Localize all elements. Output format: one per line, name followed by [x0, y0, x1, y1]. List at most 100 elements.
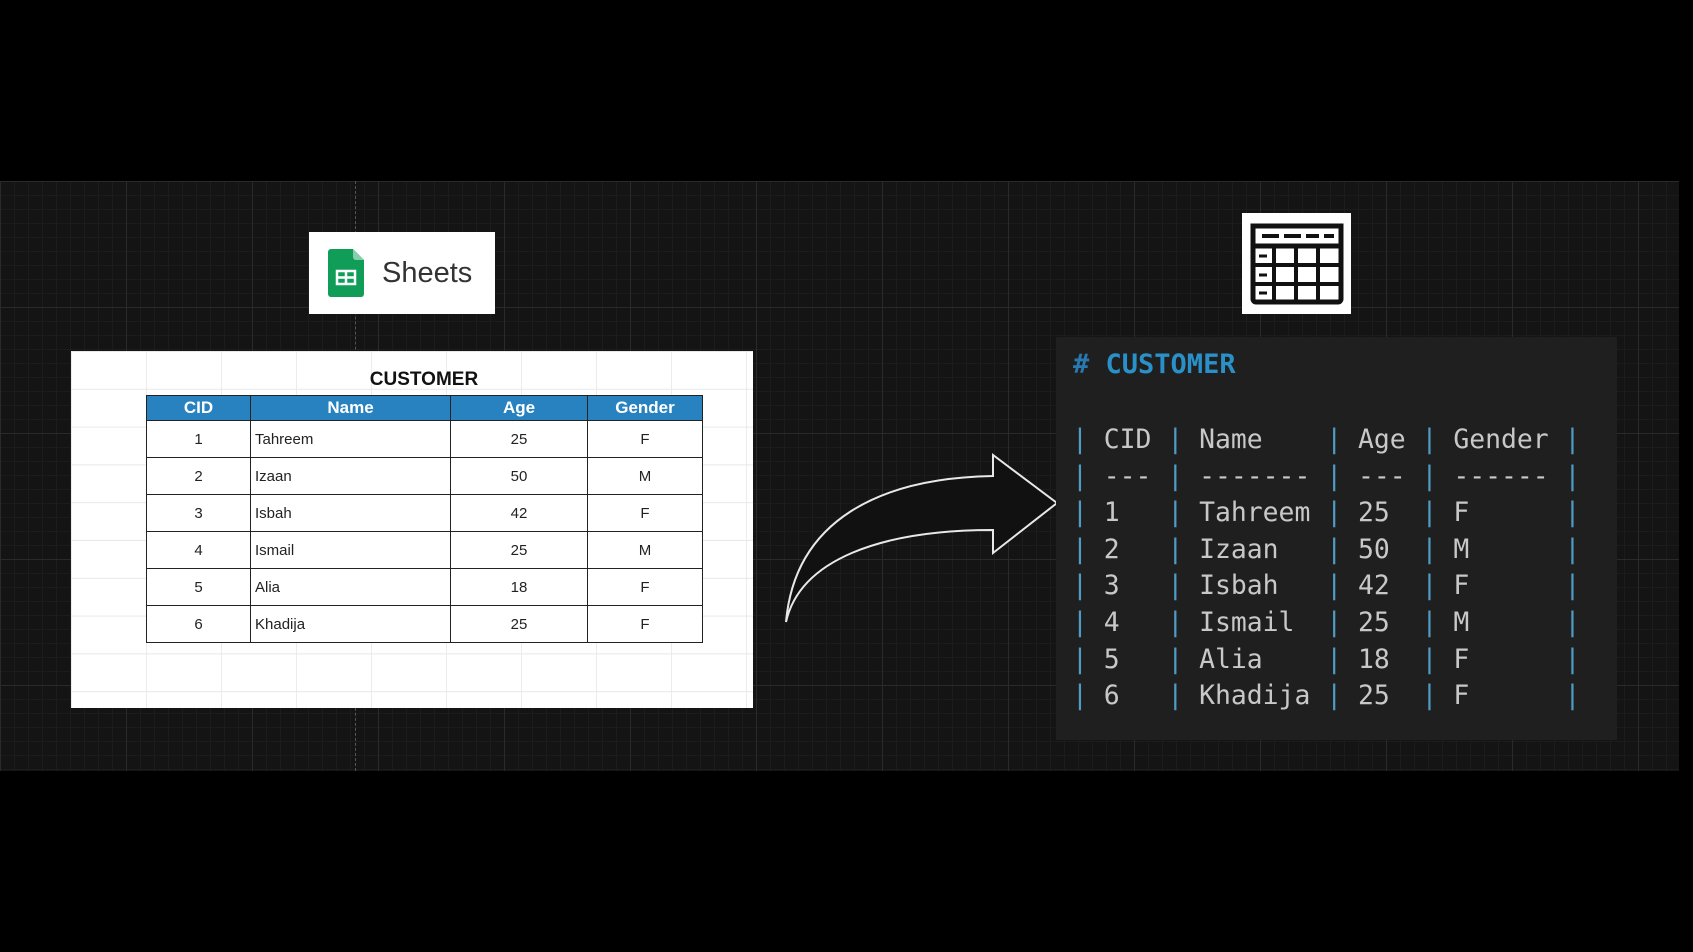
column-header: Age: [450, 395, 588, 421]
markdown-cell: ------: [1453, 460, 1549, 492]
table-cell: 25: [450, 531, 588, 569]
table-cell: Khadija: [250, 605, 451, 643]
pipe: |: [1405, 570, 1454, 602]
table-cell: 18: [450, 568, 588, 606]
pipe: |: [1548, 424, 1581, 455]
table-row: 4 Ismail 25 M: [146, 531, 703, 569]
pipe: |: [1405, 460, 1454, 492]
markdown-cell: Ismail: [1199, 606, 1295, 638]
markdown-cell: Izaan: [1199, 533, 1279, 565]
table-cell: 50: [450, 457, 588, 495]
pipe: |: [1072, 643, 1104, 675]
markdown-cell: F: [1453, 643, 1470, 675]
pipe: |: [1548, 460, 1581, 492]
markdown-cell: 50: [1358, 533, 1390, 565]
markdown-cell: 4: [1103, 606, 1120, 638]
markdown-cell: 5: [1103, 643, 1120, 675]
markdown-cell: ---: [1358, 460, 1406, 492]
table-cell: 3: [146, 494, 251, 532]
markdown-cell: Tahreem: [1199, 497, 1311, 529]
pipe: |: [1151, 680, 1200, 712]
markdown-line: | 5 | Alia | 18 | F |: [1072, 642, 1580, 679]
markdown-cell: Alia: [1199, 643, 1263, 675]
pipe: |: [1151, 533, 1200, 565]
pipe: |: [1151, 570, 1200, 602]
markdown-cell: Age: [1358, 424, 1406, 455]
pipe: |: [1405, 533, 1454, 565]
spreadsheet-table: CID Name Age Gender 1 Tahreem 25 F 2 Izaan 50 M…: [146, 395, 703, 643]
pipe: |: [1310, 497, 1358, 529]
table-cell: Tahreem: [250, 420, 451, 458]
table-row: 5 Alia 18 F: [146, 568, 703, 606]
table-cell: 6: [146, 605, 251, 643]
pipe: |: [1310, 643, 1358, 675]
table-header-row: CID Name Age Gender: [146, 395, 703, 421]
pipe: |: [1310, 533, 1358, 565]
pipe: |: [1151, 643, 1200, 675]
markdown-cell: Khadija: [1199, 680, 1311, 712]
google-sheets-icon: [328, 249, 364, 297]
markdown-cell: 1: [1103, 497, 1120, 529]
table-cell: F: [587, 568, 703, 606]
markdown-title-text: CUSTOMER: [1105, 349, 1236, 380]
table-cell: F: [587, 494, 703, 532]
table-cell: 1: [146, 420, 251, 458]
markdown-cell: -------: [1199, 460, 1311, 492]
pipe: |: [1151, 606, 1200, 638]
markdown-line: | 3 | Isbah | 42 | F |: [1072, 568, 1580, 605]
markdown-line: | 4 | Ismail | 25 | M |: [1072, 605, 1580, 642]
markdown-cell: F: [1453, 570, 1470, 602]
pipe: |: [1151, 460, 1200, 492]
table-cell: 4: [146, 531, 251, 569]
pipe: |: [1151, 424, 1200, 455]
spreadsheet-title: CUSTOMER: [369, 369, 479, 390]
pipe: |: [1151, 497, 1200, 529]
markdown-cell: Gender: [1453, 424, 1549, 455]
markdown-cell: 25: [1358, 680, 1390, 712]
pipe: |: [1310, 606, 1358, 638]
column-header: Gender: [587, 395, 703, 421]
markdown-table: | CID | Name | Age | Gender | | --- | ---…: [1072, 422, 1580, 715]
pipe: |: [1548, 533, 1581, 565]
table-row: 3 Isbah 42 F: [146, 494, 703, 532]
pipe: |: [1072, 497, 1104, 529]
markdown-cell: F: [1453, 497, 1470, 529]
table-cell: 5: [146, 568, 251, 606]
table-cell: M: [587, 531, 703, 569]
table-cell: Izaan: [250, 457, 451, 495]
markdown-cell: 6: [1103, 680, 1120, 712]
pipe: |: [1548, 497, 1581, 529]
table-cell: F: [587, 605, 703, 643]
pipe: |: [1548, 643, 1581, 675]
markdown-cell: M: [1453, 533, 1470, 565]
markdown-line: | 2 | Izaan | 50 | M |: [1072, 532, 1580, 569]
table-cell: 42: [450, 494, 588, 532]
pipe: |: [1548, 570, 1581, 602]
pipe: |: [1405, 497, 1454, 529]
table-cell: 25: [450, 605, 588, 643]
markdown-line: | 6 | Khadija | 25 | F |: [1072, 678, 1580, 715]
table-cell: Alia: [250, 568, 451, 606]
markdown-line: | CID | Name | Age | Gender |: [1072, 422, 1580, 459]
sheets-badge: Sheets: [309, 232, 495, 314]
table-cell: Isbah: [250, 494, 451, 532]
markdown-line: | --- | ------- | --- | ------ |: [1072, 459, 1580, 496]
pipe: |: [1072, 424, 1104, 455]
markdown-cell: 3: [1103, 570, 1120, 602]
markdown-cell: F: [1453, 680, 1470, 712]
pipe: |: [1310, 460, 1358, 492]
pipe: |: [1072, 570, 1104, 602]
pipe: |: [1072, 533, 1104, 565]
pipe: |: [1405, 606, 1454, 638]
pipe: |: [1310, 424, 1358, 455]
table-row: 2 Izaan 50 M: [146, 457, 703, 495]
pipe: |: [1405, 424, 1454, 455]
table-cell: F: [587, 420, 703, 458]
markdown-panel: # CUSTOMER | CID | Name | Age | Gender |…: [1056, 337, 1617, 740]
pipe: |: [1405, 680, 1454, 712]
pipe: |: [1310, 570, 1358, 602]
table-row: 6 Khadija 25 F: [146, 605, 703, 643]
markdown-hash: #: [1073, 349, 1090, 380]
markdown-line: | 1 | Tahreem | 25 | F |: [1072, 495, 1580, 532]
table-cell: 2: [146, 457, 251, 495]
